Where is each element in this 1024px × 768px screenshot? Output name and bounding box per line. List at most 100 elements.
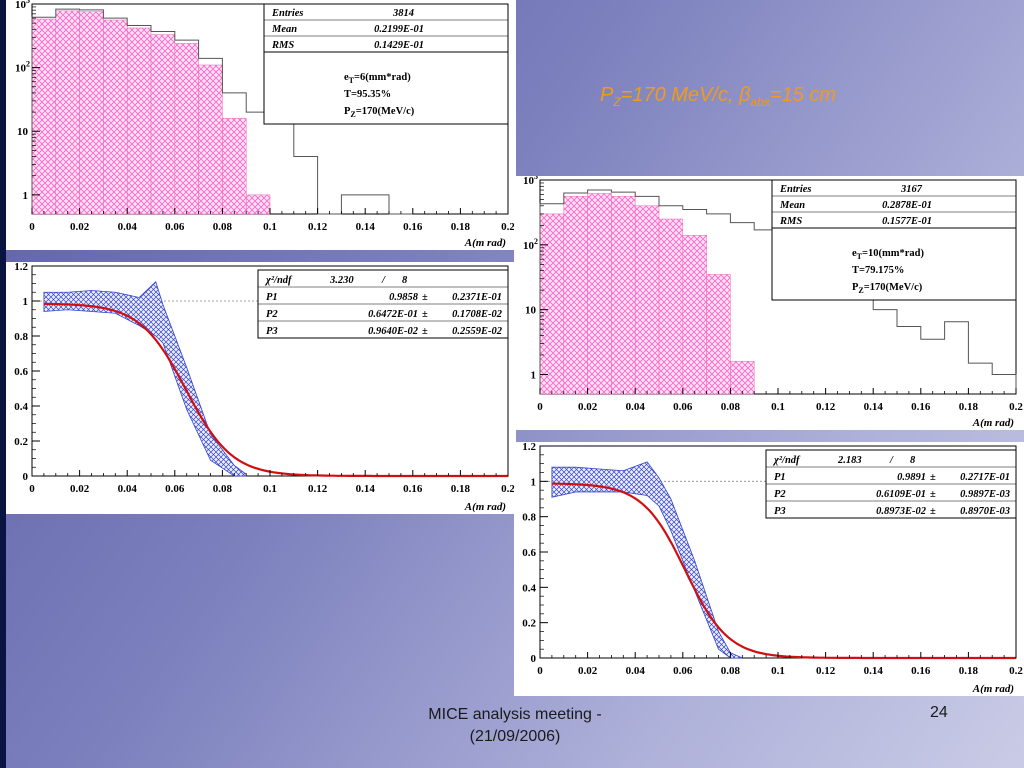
page-number: 24: [930, 704, 948, 721]
x-tick-label: 0.06: [673, 401, 693, 413]
x-tick-label: 0.12: [816, 665, 836, 677]
x-tick-label: 0.12: [308, 483, 328, 495]
x-tick-label: 0.08: [213, 221, 233, 233]
y-tick-label: 1: [23, 190, 29, 202]
x-tick-label: 0.06: [165, 483, 185, 495]
x-tick-label: 0.2: [501, 483, 515, 495]
plus-minus: ±: [930, 472, 936, 483]
y-tick-label: 0: [23, 471, 29, 483]
histogram-bar: [55, 10, 80, 215]
histogram-bar: [79, 11, 104, 215]
param-name: P2: [266, 309, 278, 320]
x-tick-label: 0.14: [864, 401, 884, 413]
chi2-slash: /: [889, 455, 894, 466]
y-tick-label: 102: [15, 60, 30, 75]
y-tick-label: 1: [531, 369, 537, 381]
param-error: 0.1708E-02: [452, 309, 503, 320]
x-tick-label: 0.04: [118, 483, 138, 495]
y-tick-label: 1.2: [522, 442, 536, 453]
annotation-line: eT=6(mm*rad): [344, 72, 411, 85]
stats-entries-label: Entries: [779, 184, 812, 195]
x-tick-label: 0.2: [1009, 401, 1023, 413]
x-axis: 0 0.02 0.04 0.06 0.08 0.1 0.12 0.14 0.16 0.18 0.2: [29, 208, 515, 233]
x-tick-label: 0.14: [356, 483, 376, 495]
footer-line-1: MICE analysis meeting -: [428, 706, 602, 723]
fit-curve: [551, 482, 1016, 660]
y-axis: 1 10 102 103: [15, 0, 40, 202]
histogram-bar: [198, 64, 223, 215]
fit-panel-2: 0 0.2 0.4 0.6 0.8 1 1.2 0 0.02 0.04 0.06 0.08 0.1 0.1…: [514, 442, 1024, 696]
x-tick-label: 0.02: [70, 483, 90, 495]
chi2-label: χ²/ndf: [264, 275, 293, 286]
stats-frame: [771, 179, 1017, 229]
chi2-slash: /: [381, 275, 386, 286]
chi2-value: 2.183: [837, 455, 862, 466]
x-tick-label: 0.08: [721, 401, 741, 413]
x-axis: 0 0.02 0.04 0.06 0.08 0.1 0.12 0.14 0.16 0.18 0.2: [29, 470, 515, 495]
x-tick-label: 0.18: [451, 483, 471, 495]
histogram-bar: [539, 213, 565, 395]
stats-rms-value: 0.1429E-01: [374, 40, 424, 51]
histogram-bar: [126, 27, 152, 215]
stats-mean-label: Mean: [271, 24, 297, 35]
y-axis: 1 10 102 103: [523, 176, 548, 381]
param-name: P2: [774, 489, 786, 500]
x-tick-label: 0.16: [403, 483, 423, 495]
x-tick-label: 0.02: [578, 665, 598, 677]
histogram-bar: [103, 19, 128, 215]
x-tick-label: 0.18: [451, 221, 471, 233]
y-axis: 0 0.2 0.4 0.6 0.8 1 1.2: [14, 262, 40, 483]
stats-box: Entries 3814 Mean 0.2199E-01 RMS 0.1429E-01: [263, 3, 509, 53]
chi2-value: 3.230: [329, 275, 354, 286]
param-name: P1: [774, 472, 786, 483]
y-tick-label: 0.6: [522, 547, 536, 559]
x-tick-label: 0.1: [263, 483, 277, 495]
ndf-value: 8: [910, 455, 916, 466]
annotation-line: T=79.175%: [852, 265, 904, 276]
annotation-line: PZ=170(MeV/c): [344, 106, 415, 119]
y-tick-label: 102: [523, 237, 538, 252]
error-band: [551, 461, 743, 659]
x-tick-label: 0.04: [118, 221, 138, 233]
x-tick-label: 0.08: [213, 483, 233, 495]
param-name: P3: [774, 506, 786, 517]
stats-rms-label: RMS: [271, 40, 294, 51]
fit-chart-2: 0 0.2 0.4 0.6 0.8 1 1.2 0 0.02 0.04 0.06 0.08 0.1 0.1…: [522, 442, 1023, 695]
x-tick-label: 0.06: [673, 665, 693, 677]
x-tick-label: 0.2: [1009, 665, 1023, 677]
x-tick-label: 0.14: [356, 221, 376, 233]
fit-stats-box: χ²/ndf 2.183 / 8 P1 0.9891 ±0.2717E-01 P2 0.6109…: [765, 449, 1017, 519]
histogram-bar: [682, 235, 707, 395]
param-value: 0.6109E-01: [876, 489, 926, 500]
x-tick-label: 0.1: [263, 221, 277, 233]
x-tick-label: 0.06: [165, 221, 185, 233]
histogram-bar: [587, 193, 612, 395]
y-tick-label: 10: [525, 305, 537, 317]
histogram-bar: [150, 34, 176, 215]
y-tick-label: 1: [531, 476, 537, 488]
param-value: 0.9891: [897, 472, 926, 483]
param-value: 0.6472E-01: [368, 309, 418, 320]
outline-histogram: [31, 8, 413, 215]
y-tick-label: 103: [15, 0, 30, 11]
annotation-box: eT=6(mm*rad) T=95.35% PZ=170(MeV/c): [263, 51, 509, 125]
param-value: 0.8973E-02: [876, 506, 927, 517]
x-tick-label: 0.2: [501, 221, 515, 233]
x-tick-label: 0.08: [721, 665, 741, 677]
param-error: 0.2559E-02: [452, 326, 503, 337]
y-tick-label: 103: [523, 176, 538, 187]
histogram-panel-2: 1 10 102 103 0 0.02 0.04 0.06 0.08 0.1 0.12 0.14 0.1…: [514, 176, 1024, 430]
fit-curve: [43, 302, 508, 478]
y-tick-label: 0: [531, 653, 537, 665]
x-tick-label: 0.16: [911, 401, 931, 413]
x-tick-label: 0.1: [771, 401, 785, 413]
histogram-bar: [563, 196, 588, 395]
fit-panel-1: 0 0.2 0.4 0.6 0.8 1 1.2 0 0.02 0.04 0.06 0.08 0.1 0.1…: [6, 262, 516, 514]
x-tick-label: 0.16: [911, 665, 931, 677]
x-tick-label: 0.12: [816, 401, 836, 413]
x-tick-label: 0: [29, 483, 35, 495]
x-tick-label: 0: [537, 665, 543, 677]
annotation-frame: [263, 51, 509, 125]
x-axis-label: A(m rad): [972, 417, 1014, 429]
